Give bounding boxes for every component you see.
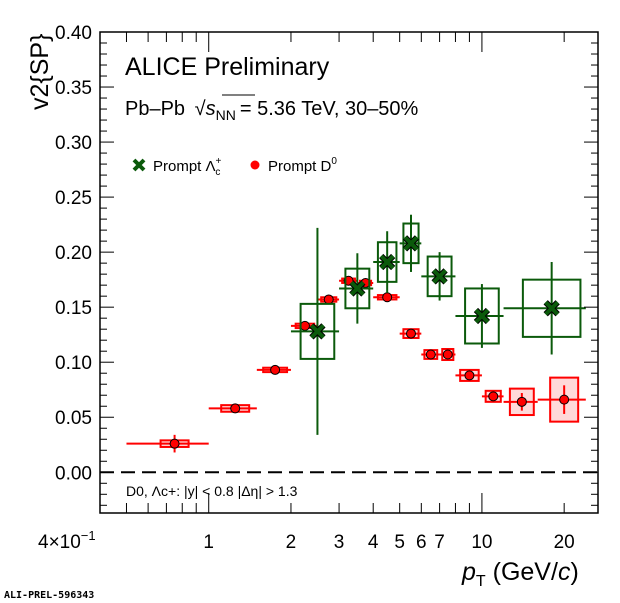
x-tick-label: 3 bbox=[334, 532, 345, 553]
y-tick-label: 0.10 bbox=[55, 353, 92, 374]
legend-label-lambda-c: Prompt Λ+ c bbox=[153, 156, 222, 178]
d0-marker bbox=[464, 370, 475, 381]
watermark: ALI-PREL-596343 bbox=[4, 590, 94, 601]
legend: Prompt Λ+ c Prompt D0 bbox=[132, 156, 337, 178]
chart-title: ALICE Preliminary bbox=[125, 53, 330, 81]
d0-point bbox=[439, 347, 456, 362]
d0-marker bbox=[323, 294, 334, 305]
lambda-c-point bbox=[455, 284, 504, 348]
lambda-c-marker bbox=[349, 281, 365, 296]
lambda-c-marker bbox=[474, 308, 490, 324]
legend-marker-d0 bbox=[250, 160, 260, 170]
lambda-c-point bbox=[503, 262, 586, 355]
y-tick-label: 0.00 bbox=[55, 463, 92, 484]
y-tick-label: 0.30 bbox=[55, 133, 92, 154]
d0-point bbox=[481, 389, 504, 403]
y-tick-label: 0.25 bbox=[55, 188, 92, 209]
d0-point bbox=[256, 364, 291, 375]
plot-frame bbox=[99, 31, 599, 514]
x-tick-label: 4×10−1 bbox=[38, 528, 96, 553]
lambda-c-marker bbox=[544, 300, 560, 316]
lambda-c-point bbox=[421, 252, 456, 301]
d0-marker bbox=[516, 396, 527, 407]
lambda-c-marker bbox=[379, 254, 395, 270]
selection-annotation: D0, Λc+: |y| < 0.8 |Δη| > 1.3 bbox=[126, 483, 298, 499]
d0-point bbox=[126, 434, 209, 453]
y-tick-label: 0.15 bbox=[55, 298, 92, 319]
d0-point bbox=[317, 294, 340, 305]
d0-point bbox=[537, 376, 586, 423]
d0-marker bbox=[425, 349, 436, 360]
d0-marker bbox=[270, 364, 281, 375]
y-tick-label: 0.35 bbox=[55, 78, 92, 99]
chart-subtitle: Pb–Pb √sNN = 5.36 TeV, 30–50% bbox=[125, 98, 419, 123]
d0-marker bbox=[405, 328, 416, 339]
d0-point bbox=[208, 403, 257, 414]
x-tick-label: 5 bbox=[394, 532, 405, 553]
d0-point bbox=[503, 387, 538, 417]
x-tick-label: 10 bbox=[471, 532, 492, 553]
d0-marker bbox=[299, 320, 310, 331]
lambda-c-point bbox=[290, 227, 340, 435]
x-tick-label: 6 bbox=[416, 532, 427, 553]
y-tick-label: 0.20 bbox=[55, 243, 92, 264]
lambda-c-point bbox=[399, 214, 422, 272]
d0-marker bbox=[488, 391, 499, 402]
x-tick-label: 1 bbox=[203, 532, 214, 553]
lambda-c-point bbox=[339, 253, 374, 324]
d0-marker bbox=[230, 403, 241, 414]
d0-marker bbox=[442, 349, 453, 360]
lambda-c-point bbox=[373, 231, 400, 293]
x-tick-label: 2 bbox=[286, 532, 297, 553]
lambda-c-marker bbox=[432, 268, 448, 284]
y-tick-label: 0.05 bbox=[55, 408, 92, 429]
x-tick-label: 20 bbox=[554, 532, 575, 553]
lambda-c-marker bbox=[310, 323, 325, 339]
d0-point bbox=[399, 328, 422, 339]
legend-marker-lambda-c bbox=[132, 158, 146, 172]
d0-point bbox=[421, 349, 440, 360]
d0-marker bbox=[382, 292, 393, 303]
y-tick-label: 0.40 bbox=[55, 23, 92, 44]
x-axis-label: pT (GeV/c) bbox=[461, 558, 579, 590]
x-tick-label: 7 bbox=[434, 532, 445, 553]
d0-point bbox=[373, 292, 400, 303]
lambda-c-marker bbox=[403, 235, 419, 251]
d0-marker bbox=[169, 438, 180, 449]
d0-point bbox=[455, 368, 482, 382]
d0-marker bbox=[559, 394, 570, 405]
legend-label-d0: Prompt D0 bbox=[268, 156, 337, 175]
x-tick-label: 4 bbox=[368, 532, 379, 553]
y-axis-label: v2{SP} bbox=[26, 34, 54, 110]
